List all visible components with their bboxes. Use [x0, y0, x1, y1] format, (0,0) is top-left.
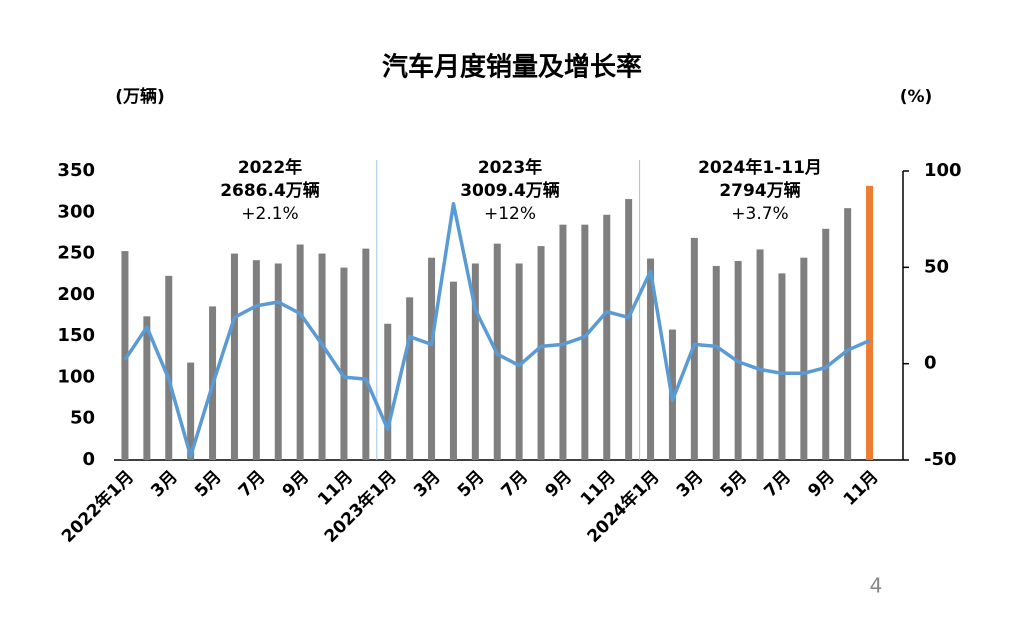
bar: [844, 208, 852, 460]
x-tick-label: 3月: [410, 467, 445, 502]
bar: [362, 248, 370, 460]
x-tick-label: 5月: [717, 467, 752, 502]
x-tick-label: 7月: [760, 467, 795, 502]
x-tick-label: 9月: [541, 467, 576, 502]
annotation: +2.1%: [241, 204, 298, 224]
bar: [318, 253, 326, 460]
x-tick-label: 11月: [840, 467, 883, 510]
bar: [603, 214, 611, 460]
bar: [121, 251, 129, 460]
bar: [581, 224, 589, 460]
annotation: 2686.4万辆: [220, 180, 320, 201]
page-number: 4: [870, 574, 883, 598]
bar: [756, 249, 764, 460]
annotation: 2022年: [238, 157, 302, 178]
bar: [559, 224, 567, 460]
bar: [515, 263, 523, 460]
x-tick-label: 9月: [804, 467, 839, 502]
y2-tick-label: 100: [924, 160, 962, 181]
bar: [296, 244, 304, 460]
y-tick-label: 50: [70, 408, 95, 429]
y2-tick-label: 0: [924, 353, 937, 374]
y-tick-label: 200: [57, 284, 95, 305]
y-tick-label: 250: [57, 243, 95, 264]
y-tick-label: 0: [82, 449, 95, 470]
bar: [537, 246, 545, 460]
bar: [800, 257, 808, 460]
x-tick-label: 7月: [235, 467, 270, 502]
chart-title: 汽车月度销量及增长率: [382, 52, 642, 83]
bar: [384, 323, 392, 460]
y-tick-label: 300: [57, 201, 95, 222]
x-tick-label: 9月: [279, 467, 314, 502]
growth-line: [123, 202, 871, 458]
bar: [143, 316, 151, 460]
x-tick-label: 3月: [673, 467, 708, 502]
annotation: +3.7%: [731, 204, 788, 224]
bar: [187, 362, 195, 460]
annotation: +12%: [484, 204, 536, 224]
bar: [340, 267, 348, 460]
bar: [712, 265, 720, 460]
bar: [274, 263, 282, 460]
y-tick-label: 350: [57, 160, 95, 181]
bar: [778, 273, 786, 460]
x-tick-label: 2022年1月: [57, 466, 138, 547]
bar: [428, 257, 436, 460]
bar: [625, 199, 633, 460]
x-tick-label: 3月: [147, 467, 182, 502]
y-tick-label: 100: [57, 366, 95, 387]
annotation: 2023年: [478, 157, 542, 178]
bar: [406, 297, 414, 460]
bar: [866, 185, 874, 460]
bar: [230, 253, 238, 460]
x-tick-label: 5月: [454, 467, 489, 502]
bar: [449, 281, 457, 460]
y2-axis-label: (%): [900, 87, 933, 107]
bar: [822, 228, 830, 460]
bar: [471, 263, 479, 460]
bar: [252, 260, 260, 460]
annotation: 2024年1-11月: [698, 157, 822, 178]
annotation: 3009.4万辆: [460, 180, 560, 201]
y-tick-label: 150: [57, 325, 95, 346]
x-tick-label: 7月: [498, 467, 533, 502]
bar: [165, 275, 173, 460]
y-axis-label: (万辆): [115, 86, 165, 107]
y2-tick-label: 50: [924, 256, 949, 277]
bar: [647, 258, 655, 460]
annotation: 2794万辆: [719, 180, 800, 201]
x-tick-label: 5月: [191, 467, 226, 502]
y2-tick-label: -50: [924, 449, 957, 470]
